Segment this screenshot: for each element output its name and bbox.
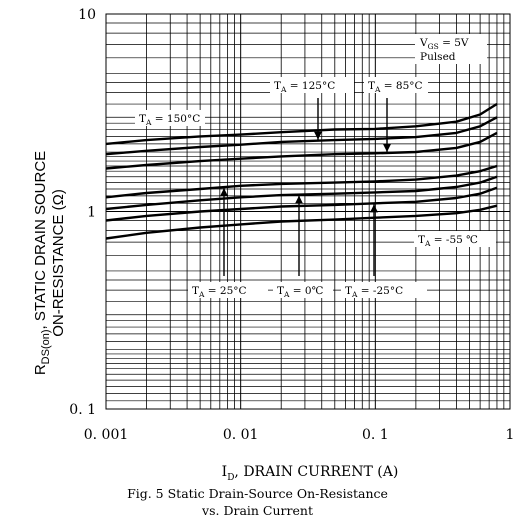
series-annotation-label: TA = 85°C — [368, 80, 423, 94]
x-tick-label: 1 — [506, 427, 515, 443]
series-annotation-label: TA = -25°C — [345, 285, 403, 299]
conditions-box — [415, 34, 487, 64]
x-tick-label: 0. 01 — [223, 427, 259, 443]
series-line — [105, 116, 498, 156]
curves-layer — [105, 102, 498, 240]
annotation-arrow-head — [314, 131, 322, 140]
x-tick-label: 0. 1 — [362, 427, 389, 443]
annotation-arrow-head — [295, 195, 303, 204]
series-line — [105, 175, 498, 211]
y-axis-title-subscript: DS(on) — [40, 329, 52, 364]
x-tick-label: 0. 001 — [84, 427, 129, 443]
annotation-background — [273, 282, 333, 298]
y-axis-title-line2: ON-RESISTANCE (Ω) — [50, 189, 67, 337]
series-annotation-label: TA = -55 ℃ — [418, 234, 478, 248]
y-tick-label: 10 — [78, 7, 96, 23]
annotation-arrow-head — [370, 204, 378, 213]
annotation-background — [364, 77, 428, 93]
y-tick-label: 1 — [87, 205, 96, 221]
series-line — [105, 164, 498, 199]
series-annotation-label: TA = 150°C — [139, 113, 200, 127]
annotation-arrow-head — [383, 143, 391, 152]
series-line — [105, 204, 498, 240]
condition-vgs: VGS = 5V — [419, 37, 469, 51]
annotation-background — [414, 231, 496, 247]
annotations-layer: TA = 150°C TA = 125°C TA = 85°C TA = 25°C TA… — [135, 34, 496, 299]
series-annotation-label: TA = 25°C — [192, 285, 247, 299]
series-line — [105, 131, 498, 170]
figure-caption-subtitle: vs. Drain Current — [202, 503, 313, 518]
series-line — [105, 102, 498, 146]
series-line — [105, 186, 498, 222]
condition-pulsed: Pulsed — [420, 51, 456, 63]
series-annotation-label: TA = 0℃ — [277, 285, 324, 299]
x-axis-title-subscript: D — [227, 473, 234, 483]
series-annotation-label: TA = 125°C — [274, 80, 335, 94]
annotation-arrow-head — [220, 188, 228, 197]
figure-caption-title: Fig. 5 Static Drain-Source On-Resistance — [127, 486, 388, 501]
plot-grid — [105, 13, 511, 410]
annotation-background — [188, 282, 268, 298]
x-axis-title: ID, DRAIN CURRENT (A) — [222, 464, 399, 483]
y-tick-label: 0. 1 — [69, 402, 96, 418]
annotation-background — [270, 77, 354, 93]
y-axis-title-line1: RDS(on), STATIC DRAIN SOURCE — [32, 151, 52, 375]
tick-labels: 0. 001 0. 01 0. 1 1 0. 1 1 10 — [69, 7, 514, 443]
annotation-background — [135, 110, 205, 126]
annotation-background — [341, 282, 427, 298]
